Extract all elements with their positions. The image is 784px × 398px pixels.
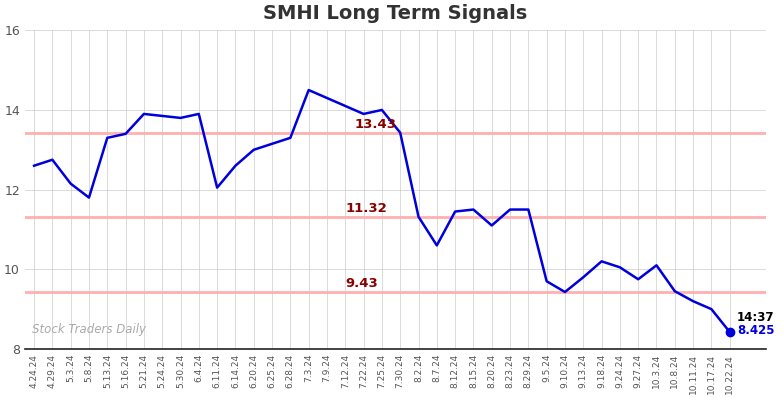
Text: 11.32: 11.32 [345,202,387,215]
Text: 9.43: 9.43 [345,277,378,290]
Title: SMHI Long Term Signals: SMHI Long Term Signals [263,4,528,23]
Text: 14:37: 14:37 [737,311,775,324]
Text: 13.43: 13.43 [354,118,397,131]
Text: Stock Traders Daily: Stock Traders Daily [32,323,147,336]
Text: 8.425: 8.425 [737,324,775,337]
